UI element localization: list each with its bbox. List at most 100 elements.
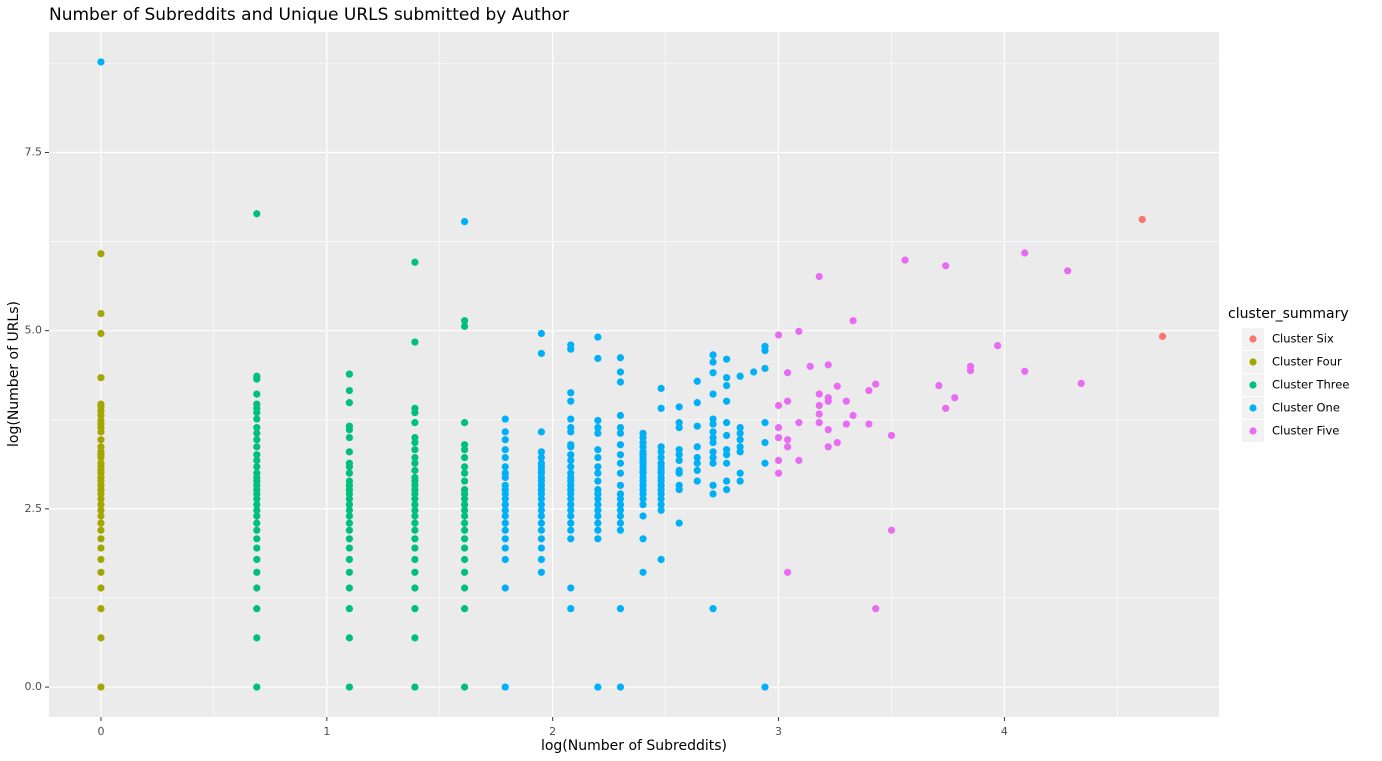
point <box>594 535 602 543</box>
point <box>783 369 792 377</box>
point <box>824 394 832 402</box>
point <box>657 384 665 392</box>
point <box>657 459 665 467</box>
point <box>723 419 731 427</box>
point <box>97 544 105 552</box>
point <box>253 584 261 592</box>
point <box>411 438 419 447</box>
point <box>345 568 354 576</box>
point <box>616 605 625 613</box>
point <box>537 428 545 436</box>
point <box>411 683 419 691</box>
point <box>537 535 545 543</box>
point <box>709 490 717 498</box>
point <box>567 424 575 432</box>
plot-panel <box>49 32 1219 717</box>
point <box>795 327 803 335</box>
point <box>815 410 823 418</box>
point <box>97 416 105 425</box>
point <box>253 415 261 423</box>
point <box>616 441 625 449</box>
point <box>567 463 575 471</box>
point <box>594 416 602 425</box>
point <box>411 453 419 462</box>
point <box>345 477 354 485</box>
point <box>97 58 105 66</box>
point <box>774 331 783 339</box>
point <box>872 380 880 388</box>
point <box>411 473 419 482</box>
point <box>594 446 602 454</box>
point <box>253 605 261 613</box>
point <box>537 459 545 467</box>
point <box>675 451 683 459</box>
y-tick-label: 7.5 <box>25 145 43 158</box>
legend-title: cluster_summary <box>1228 306 1349 322</box>
point <box>345 634 354 642</box>
point <box>594 500 602 509</box>
point <box>783 436 792 444</box>
point <box>501 584 509 592</box>
point <box>501 481 509 489</box>
x-tick-label: 3 <box>775 725 782 738</box>
point <box>567 389 575 397</box>
point <box>411 258 419 266</box>
point <box>709 453 717 462</box>
point <box>567 469 575 477</box>
point <box>675 519 683 527</box>
point <box>253 390 261 398</box>
point <box>411 544 419 552</box>
x-tick-label: 0 <box>97 725 104 738</box>
point <box>616 500 625 509</box>
point <box>460 477 469 485</box>
point <box>460 683 469 691</box>
point <box>736 436 744 444</box>
point <box>709 351 717 359</box>
point <box>537 495 545 503</box>
point <box>709 438 717 447</box>
point <box>537 568 545 576</box>
point <box>345 535 354 543</box>
x-tick-label: 1 <box>323 725 330 738</box>
point <box>345 370 354 378</box>
point <box>761 364 769 373</box>
point <box>1064 267 1072 275</box>
point <box>815 272 823 281</box>
point <box>639 512 647 520</box>
point <box>345 584 354 592</box>
point <box>774 433 783 442</box>
point <box>460 453 469 462</box>
point <box>537 506 545 514</box>
point <box>345 519 354 527</box>
point <box>887 431 896 440</box>
point <box>501 469 509 477</box>
point <box>736 448 744 456</box>
point <box>887 526 896 534</box>
point <box>639 438 647 447</box>
point <box>501 463 509 471</box>
point <box>675 403 683 411</box>
point <box>253 456 261 464</box>
point <box>411 404 419 412</box>
point <box>411 459 419 467</box>
point <box>501 683 509 691</box>
points <box>97 58 1167 691</box>
point <box>761 459 769 467</box>
point <box>411 506 419 514</box>
point <box>253 506 261 514</box>
point <box>97 459 105 467</box>
point <box>723 431 731 440</box>
point <box>567 605 575 613</box>
point <box>345 495 354 503</box>
point <box>253 436 261 444</box>
point <box>675 424 683 432</box>
point <box>761 683 769 691</box>
y-tick-label: 0.0 <box>25 680 43 693</box>
point <box>675 446 683 454</box>
point <box>345 683 354 691</box>
point <box>97 683 105 691</box>
point <box>639 568 647 576</box>
point <box>842 420 850 428</box>
point <box>657 495 665 503</box>
point <box>567 512 575 520</box>
